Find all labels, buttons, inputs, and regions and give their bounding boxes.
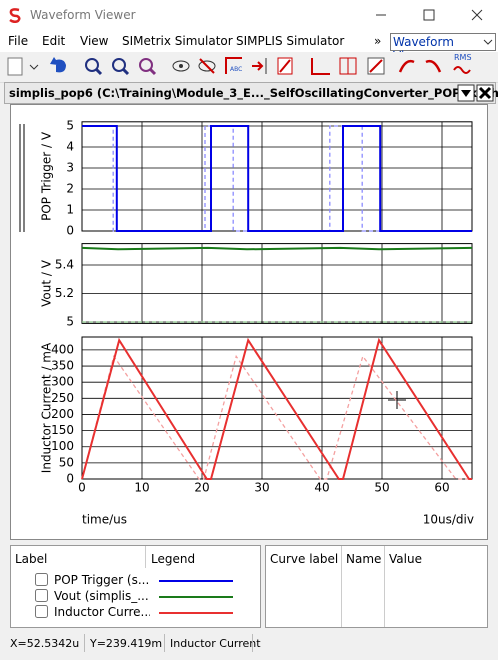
tab-buttons[interactable] xyxy=(457,84,495,102)
x-axis-label: time/us xyxy=(82,513,127,527)
series-line xyxy=(81,337,472,480)
legend-row: Inductor Curre... xyxy=(35,605,265,621)
window-title: Waveform Viewer xyxy=(30,8,136,22)
x-tick-label: 0 xyxy=(78,481,86,495)
menu-item[interactable]: File xyxy=(8,34,29,48)
y-axis-label: Vout / V xyxy=(40,259,54,307)
legend-checkbox[interactable] xyxy=(35,589,48,602)
legend-header: Legend xyxy=(151,552,196,566)
x-tick-label: 60 xyxy=(434,481,449,495)
toolbar-icons[interactable]: ABC RMS xyxy=(0,52,498,82)
schematic-tab[interactable]: simplis_pop6 (C:\Training\Module_3_E..._… xyxy=(4,82,498,104)
status-curve: Inductor Current xyxy=(170,637,261,650)
y-tick-label: 300 xyxy=(51,375,74,389)
y-tick-label: 100 xyxy=(51,439,74,453)
y-tick-label: 5.4 xyxy=(55,257,74,271)
values-header: Value xyxy=(389,552,422,566)
menu-bar: File Edit View SIMetrix Simulator SIMPLIS Si… xyxy=(0,30,498,52)
values-panel: Curve label Name Value xyxy=(265,545,488,628)
x-tick-label: 30 xyxy=(254,481,269,495)
menu-item[interactable]: View xyxy=(80,34,109,48)
menu-item[interactable]: SIMPLIS Simulator xyxy=(236,34,345,48)
y-tick-label: 150 xyxy=(51,423,74,437)
dropdown-arrow xyxy=(483,39,493,45)
y-axis-label: Inductor Current / mA xyxy=(40,342,54,473)
y-tick-label: 1 xyxy=(66,203,74,217)
status-bar: X=52.5342u Y=239.419m Inductor Current xyxy=(0,630,498,658)
window-controls[interactable] xyxy=(370,6,494,24)
y-tick-label: 5.2 xyxy=(55,286,74,300)
values-header: Name xyxy=(346,552,382,566)
annotation: 10us/div xyxy=(423,513,474,527)
y-tick-label: 0 xyxy=(66,472,74,486)
series-line xyxy=(82,125,472,232)
status-x: X=52.5342u xyxy=(10,637,80,650)
legend-header: Label xyxy=(15,552,48,566)
x-tick-label: 50 xyxy=(374,481,389,495)
legend-panel: Label Legend POP Trigger (s... Vout (simp… xyxy=(10,545,261,628)
toolbar-text: ABC xyxy=(230,66,242,73)
plot-frame xyxy=(81,243,473,324)
legend-label: Vout (simplis_... xyxy=(54,589,149,603)
legend-swatch xyxy=(159,612,233,614)
series-line xyxy=(81,246,473,251)
x-tick-label: 20 xyxy=(194,481,209,495)
y-tick-label: 4 xyxy=(66,140,74,154)
legend-row: POP Trigger (s... xyxy=(35,573,265,589)
y-tick-label: 0 xyxy=(66,224,74,238)
toolbar: ABC RMS xyxy=(0,52,498,83)
title-bar: Waveform Viewer xyxy=(0,0,498,30)
tab-title: simplis_pop6 (C:\Training\Module_3_E..._… xyxy=(9,86,498,100)
legend-checkbox[interactable] xyxy=(35,573,48,586)
menu-item[interactable]: Edit xyxy=(42,34,66,48)
status-y: Y=239.419m xyxy=(90,637,163,650)
series-line xyxy=(82,125,472,232)
menu-overflow: » xyxy=(374,34,382,48)
menu-item[interactable]: SIMetrix Simulator xyxy=(122,34,233,48)
values-header: Curve label xyxy=(270,552,339,566)
legend-checkbox[interactable] xyxy=(35,605,48,618)
cursor xyxy=(388,391,406,409)
y-tick-label: 250 xyxy=(51,391,74,405)
y-axis-label: POP Trigger / V xyxy=(40,131,54,221)
toolbar-text: RMS xyxy=(454,53,472,62)
y-tick-label: 5 xyxy=(66,314,74,328)
legend-row: Vout (simplis_... xyxy=(35,589,265,605)
y-tick-label: 400 xyxy=(51,342,74,356)
y-tick-label: 3 xyxy=(66,161,74,175)
y-tick-label: 2 xyxy=(66,182,74,196)
x-tick-label: 10 xyxy=(134,481,149,495)
y-tick-label: 50 xyxy=(59,455,74,469)
plot-frame xyxy=(81,336,473,480)
y-tick-label: 350 xyxy=(51,359,74,373)
legend-swatch xyxy=(159,596,233,598)
y-tick-label: 200 xyxy=(51,407,74,421)
legend-swatch xyxy=(159,580,233,582)
legend-label: POP Trigger (s... xyxy=(54,573,150,587)
x-tick-label: 40 xyxy=(314,481,329,495)
app-icon xyxy=(9,8,21,23)
legend-label: Inductor Curre... xyxy=(54,605,150,619)
y-tick-label: 5 xyxy=(66,119,74,133)
plot-frame xyxy=(81,121,473,232)
